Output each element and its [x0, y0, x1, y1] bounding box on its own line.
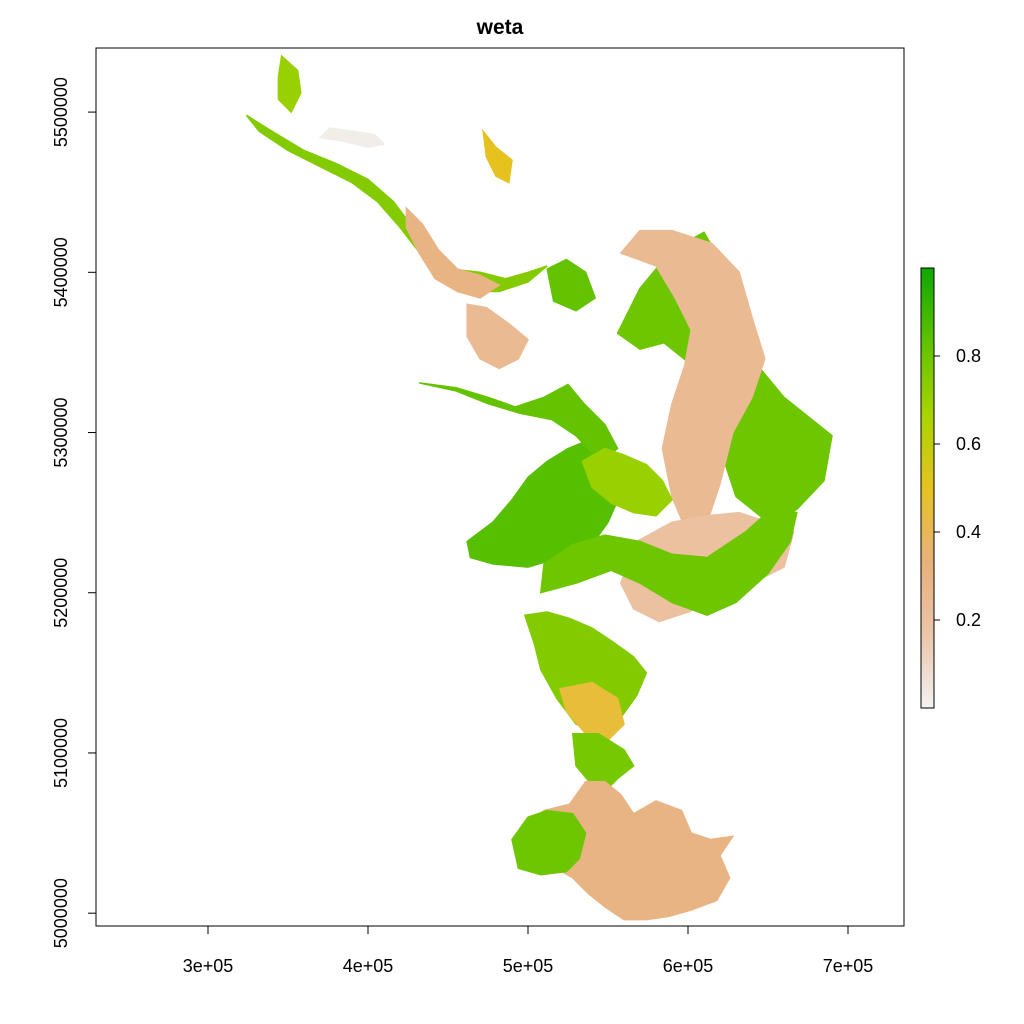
x-tick-label: 4e+05	[343, 956, 394, 976]
map-region	[571, 732, 635, 793]
y-tick-label: 5000000	[51, 878, 71, 948]
map-region	[511, 809, 587, 876]
y-axis: 5000000 5100000 5200000 5300000 5400000 55000…	[51, 77, 97, 948]
y-tick-label: 5200000	[51, 558, 71, 628]
map-region	[559, 681, 625, 741]
map-raster	[245, 54, 833, 921]
map-region	[546, 258, 597, 312]
x-tick-label: 7e+05	[823, 956, 874, 976]
x-tick-label: 5e+05	[503, 956, 554, 976]
legend-tick-label: 0.2	[956, 610, 981, 630]
plot-title: weta	[476, 16, 524, 39]
x-tick-label: 3e+05	[183, 956, 234, 976]
y-tick-label: 5100000	[51, 718, 71, 788]
x-tick-label: 6e+05	[663, 956, 714, 976]
legend-tick-label: 0.4	[956, 522, 981, 542]
y-tick-label: 5400000	[51, 237, 71, 307]
legend-ticks: 0.2 0.4 0.6 0.8	[934, 346, 981, 630]
legend-tick-label: 0.8	[956, 346, 981, 366]
legend-colorbar	[920, 267, 935, 709]
map-region	[466, 303, 529, 370]
map-region	[405, 206, 501, 299]
y-tick-label: 5500000	[51, 77, 71, 147]
color-legend: 0.2 0.4 0.6 0.8	[920, 267, 981, 709]
y-tick-label: 5300000	[51, 397, 71, 467]
map-region	[318, 127, 386, 149]
legend-tick-label: 0.6	[956, 434, 981, 454]
map-region	[482, 128, 513, 184]
map-region	[245, 114, 548, 293]
map-region	[277, 54, 302, 114]
map-region	[581, 447, 673, 517]
map-region	[619, 229, 766, 537]
map-region	[419, 382, 619, 463]
map-region	[539, 505, 798, 617]
x-axis: 3e+05 4e+05 5e+05 6e+05 7e+05	[183, 925, 874, 976]
